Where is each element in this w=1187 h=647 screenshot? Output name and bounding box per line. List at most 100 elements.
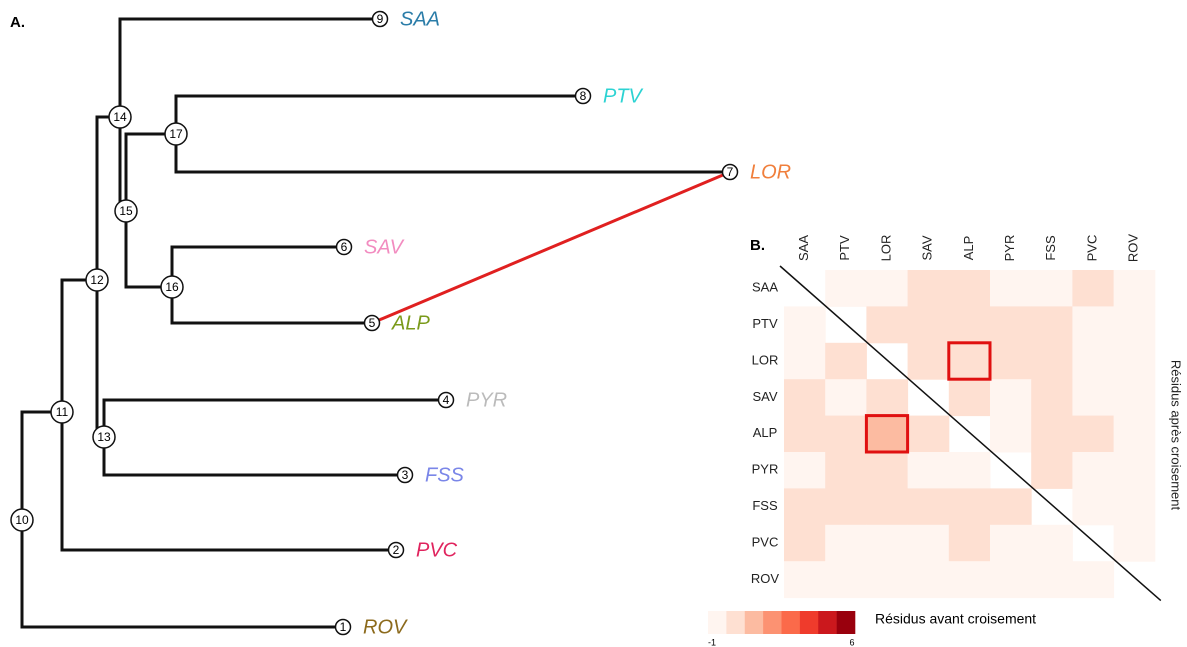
cell [1031, 306, 1073, 344]
cell [907, 524, 950, 562]
cell [825, 342, 867, 380]
leaf-name: FSS [425, 464, 465, 486]
cell [825, 561, 867, 599]
column-label: ALP [961, 236, 976, 261]
cell [1113, 379, 1156, 417]
node [160, 275, 184, 299]
cell [907, 342, 950, 380]
leaf-name: PVC [416, 539, 458, 561]
cell [948, 270, 991, 307]
cell [866, 415, 909, 453]
cell [1113, 524, 1156, 562]
cell [948, 524, 991, 562]
leaf-node [363, 314, 381, 332]
cell [866, 452, 909, 489]
node [114, 199, 138, 223]
cell [784, 488, 826, 526]
cell [1072, 488, 1115, 526]
row-label: PYR [752, 462, 779, 477]
column-label: FSS [1043, 235, 1058, 261]
cell [825, 415, 867, 453]
leaf-number: 3 [402, 468, 409, 482]
cell [1072, 342, 1115, 380]
cell [990, 306, 1032, 344]
legend-label: Résidus avant croisement [875, 611, 1036, 627]
cell [866, 270, 909, 307]
panel-label: A. [10, 14, 25, 31]
node [92, 425, 116, 449]
cell [907, 270, 950, 307]
cell [948, 379, 991, 417]
node [10, 508, 34, 532]
leaf-node [396, 466, 414, 484]
cell [907, 561, 950, 599]
leaf-name: ROV [363, 616, 408, 638]
cell [1072, 452, 1115, 489]
cell [1031, 452, 1073, 489]
row-label: LOR [752, 352, 779, 367]
highlight [947, 341, 992, 381]
leaf-name: SAA [400, 8, 440, 30]
cell [948, 306, 991, 344]
leaf-number: 2 [393, 543, 400, 557]
cell [990, 415, 1032, 453]
cell [1031, 524, 1073, 562]
cell [1113, 306, 1156, 344]
legend-swatch [726, 611, 746, 634]
leaf-name: LOR [750, 161, 791, 183]
cell [948, 342, 991, 380]
cell [948, 452, 991, 489]
cell [825, 488, 867, 526]
node-number: 12 [90, 273, 104, 287]
cell [784, 452, 826, 489]
leaf-node [334, 618, 352, 636]
diagonal [779, 265, 1162, 602]
cell [990, 488, 1032, 526]
node-number: 13 [97, 430, 111, 444]
cell [1072, 270, 1115, 307]
cell [784, 342, 826, 380]
cell [990, 561, 1032, 599]
leaf-number: 8 [580, 89, 587, 103]
column-label: PYR [1002, 235, 1017, 262]
legend-swatch [781, 611, 801, 634]
node-number: 14 [113, 110, 127, 124]
node [164, 122, 188, 146]
cell [1031, 342, 1073, 380]
node [50, 400, 74, 424]
row-label: PVC [752, 534, 779, 549]
cell [1113, 270, 1156, 307]
cell [1072, 379, 1115, 417]
cell [990, 524, 1032, 562]
row-label: PTV [752, 316, 778, 331]
cell [907, 452, 950, 489]
leaf-name: SAV [364, 236, 405, 258]
leaf-node [371, 10, 389, 28]
axis-label: Résidus après croisement [1169, 360, 1184, 511]
row-label: FSS [752, 498, 778, 513]
cell [1031, 561, 1073, 599]
cell [907, 488, 950, 526]
node [108, 105, 132, 129]
cell [907, 306, 950, 344]
leaf-number: 7 [727, 165, 734, 179]
cell [1031, 415, 1073, 453]
cell [784, 524, 826, 562]
row-label: SAA [752, 280, 778, 295]
legend-swatch [763, 611, 782, 634]
cell [907, 415, 950, 453]
cell [784, 415, 826, 453]
cell [990, 270, 1032, 307]
column-label: LOR [878, 235, 893, 262]
cell [866, 379, 909, 417]
cell [825, 379, 867, 417]
column-label: PVC [1084, 235, 1099, 262]
cell [948, 488, 991, 526]
leaf-number: 1 [340, 620, 347, 634]
cell [866, 488, 909, 526]
cell [990, 379, 1032, 417]
cell [825, 524, 867, 562]
cell [866, 306, 909, 344]
cell [825, 452, 867, 489]
